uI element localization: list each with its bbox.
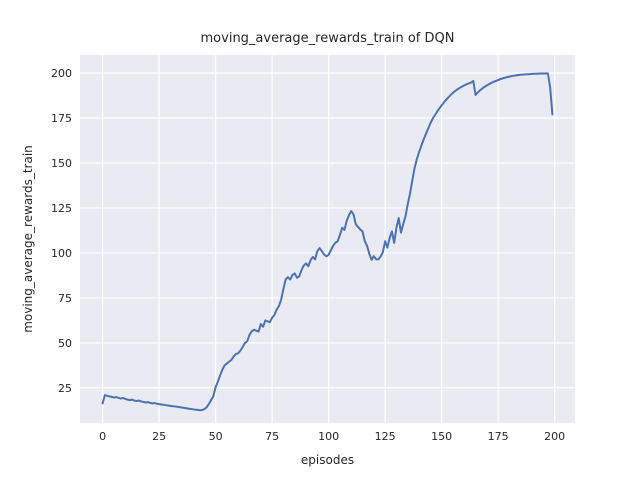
y-tick-label: 25 — [58, 382, 72, 395]
data-line — [101, 72, 554, 412]
x-tick-label: 50 — [209, 430, 223, 443]
x-tick-label: 125 — [375, 430, 396, 443]
y-tick-label: 175 — [51, 112, 72, 125]
y-tick-label: 125 — [51, 202, 72, 215]
y-tick-label: 100 — [51, 247, 72, 260]
y-tick-label: 50 — [58, 337, 72, 350]
x-tick-label: 175 — [488, 430, 509, 443]
y-tick-label: 75 — [58, 292, 72, 305]
y-tick-label: 150 — [51, 157, 72, 170]
gridlines — [80, 55, 575, 423]
x-tick-labels: 0 25 50 75 100 125 150 175 200 — [99, 430, 565, 443]
y-tick-label: 200 — [51, 67, 72, 80]
plot-area — [80, 55, 575, 423]
x-tick-label: 75 — [265, 430, 279, 443]
y-axis-label: moving_average_rewards_train — [21, 145, 35, 333]
x-tick-label: 200 — [544, 430, 565, 443]
x-tick-label: 25 — [152, 430, 166, 443]
chart-title: moving_average_rewards_train of DQN — [201, 31, 455, 46]
x-tick-label: 100 — [318, 430, 339, 443]
x-tick-label: 0 — [99, 430, 106, 443]
x-tick-label: 150 — [431, 430, 452, 443]
y-tick-labels: 25 50 75 100 125 150 175 200 — [51, 67, 72, 395]
x-axis-label: episodes — [301, 453, 354, 467]
